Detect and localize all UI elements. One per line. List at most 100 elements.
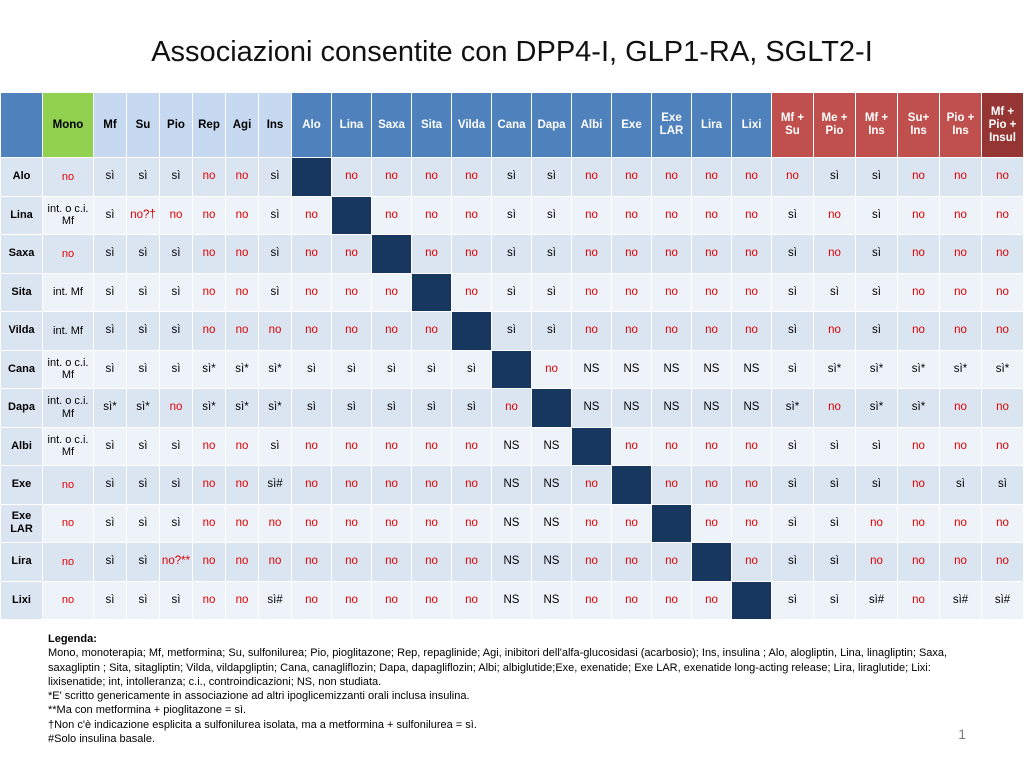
diagonal-cell xyxy=(411,272,452,312)
table-cell: no xyxy=(981,388,1024,428)
table-cell: no xyxy=(371,426,412,466)
table-cell: no xyxy=(411,195,452,235)
table-cell: NS xyxy=(691,349,732,389)
table-cell: no xyxy=(939,234,982,274)
table-cell: no xyxy=(939,157,982,197)
table-cell: no xyxy=(491,388,532,428)
diagonal-cell xyxy=(571,426,612,466)
table-cell: sì* xyxy=(258,388,292,428)
table-cell: no xyxy=(651,465,692,505)
table-cell: no xyxy=(939,272,982,312)
table-cell: no xyxy=(371,195,412,235)
table-cell: NS xyxy=(491,426,532,466)
table-cell: no xyxy=(42,503,94,543)
table-cell: sì xyxy=(813,542,856,582)
table-cell: sì xyxy=(126,272,160,312)
table-cell: no xyxy=(611,426,652,466)
association-table: Mono Mf Su Pio Rep Agi Ins Alo Lina Saxa Sita Vilda… xyxy=(0,92,1024,620)
table-cell: no xyxy=(731,234,772,274)
row-header: Vilda xyxy=(0,311,43,351)
table-cell: no xyxy=(771,157,814,197)
table-cell: sì xyxy=(159,311,193,351)
table-cell: no xyxy=(651,157,692,197)
table-row: Albi int. o c.i. Mf sì sì sì no no sì no no no no no… xyxy=(0,426,1024,466)
table-cell: no xyxy=(813,311,856,351)
table-cell: no xyxy=(981,542,1024,582)
table-cell: no xyxy=(225,503,259,543)
table-cell: no xyxy=(371,542,412,582)
table-cell: sì xyxy=(855,272,898,312)
table-cell: no xyxy=(611,311,652,351)
table-row: Sita int. Mf sì sì sì no no sì no no no no sì sì no no n… xyxy=(0,272,1024,312)
table-cell: no xyxy=(691,157,732,197)
table-cell: no xyxy=(813,195,856,235)
legend-note-asterisk: *E' scritto genericamente in associazion… xyxy=(48,690,470,703)
table-cell: no xyxy=(571,195,612,235)
table-cell: sì xyxy=(531,272,572,312)
table-cell: no xyxy=(331,503,372,543)
table-cell: no xyxy=(571,465,612,505)
table-cell: NS xyxy=(731,349,772,389)
col-header: Rep xyxy=(192,92,226,158)
table-cell: no xyxy=(291,542,332,582)
row-header: Lira xyxy=(0,542,43,582)
table-cell: sì* xyxy=(258,349,292,389)
col-header: Me + Pio xyxy=(813,92,856,158)
col-header: Su xyxy=(126,92,160,158)
table-cell: no xyxy=(331,234,372,274)
table-cell: sì xyxy=(93,234,127,274)
table-cell: no xyxy=(192,542,226,582)
table-cell: no xyxy=(651,195,692,235)
table-cell: sì xyxy=(451,388,492,428)
col-header: Cana xyxy=(491,92,532,158)
table-cell: NS xyxy=(651,388,692,428)
table-cell: no xyxy=(691,234,732,274)
table-cell: no xyxy=(611,542,652,582)
table-cell: no xyxy=(451,195,492,235)
table-cell: no xyxy=(731,311,772,351)
table-cell: no xyxy=(291,426,332,466)
table-cell: no xyxy=(225,272,259,312)
table-cell: sì* xyxy=(981,349,1024,389)
table-cell: sì xyxy=(93,195,127,235)
table-cell: NS xyxy=(491,465,532,505)
table-cell: sì xyxy=(531,157,572,197)
table-cell: sì# xyxy=(981,580,1024,620)
col-header: Dapa xyxy=(531,92,572,158)
table-cell: no xyxy=(291,465,332,505)
table-cell: no xyxy=(192,272,226,312)
table-cell: NS xyxy=(531,542,572,582)
table-cell: no xyxy=(411,465,452,505)
row-header: Cana xyxy=(0,349,43,389)
table-cell: NS xyxy=(531,465,572,505)
table-cell: no xyxy=(192,311,226,351)
table-cell: sì* xyxy=(939,349,982,389)
table-cell: no xyxy=(651,580,692,620)
table-row: Lina int. o c.i. Mf sì no?† no no no sì no no no no… xyxy=(0,195,1024,235)
table-cell: sì xyxy=(371,388,412,428)
table-cell: sì xyxy=(411,388,452,428)
diagonal-cell xyxy=(371,234,412,274)
table-row: Alo no sì sì sì no no sì no no no no sì sì no no no no no n… xyxy=(0,157,1024,197)
table-cell: no xyxy=(981,157,1024,197)
table-row: Exe LAR no sì sì sì no no no no no no no no NS NS no no n… xyxy=(0,503,1024,543)
table-cell: sì xyxy=(159,157,193,197)
table-cell: no xyxy=(897,580,940,620)
table-cell: no xyxy=(331,465,372,505)
table-cell: no xyxy=(571,234,612,274)
table-cell: NS xyxy=(691,388,732,428)
table-row: Saxa no sì sì sì no no sì no no no no sì sì no no no no no… xyxy=(0,234,1024,274)
table-cell: no xyxy=(691,580,732,620)
table-cell: sì* xyxy=(225,349,259,389)
table-cell: no xyxy=(225,195,259,235)
table-cell: sì xyxy=(258,195,292,235)
table-cell: NS xyxy=(531,503,572,543)
table-cell: int. o c.i. Mf xyxy=(42,195,94,235)
table-cell: sì xyxy=(258,272,292,312)
header-corner xyxy=(0,92,43,158)
slide-title: Associazioni consentite con DPP4-I, GLP1… xyxy=(151,36,873,68)
table-cell: no xyxy=(192,465,226,505)
table-cell: no xyxy=(192,426,226,466)
table-cell: sì xyxy=(813,426,856,466)
table-cell: no xyxy=(611,234,652,274)
